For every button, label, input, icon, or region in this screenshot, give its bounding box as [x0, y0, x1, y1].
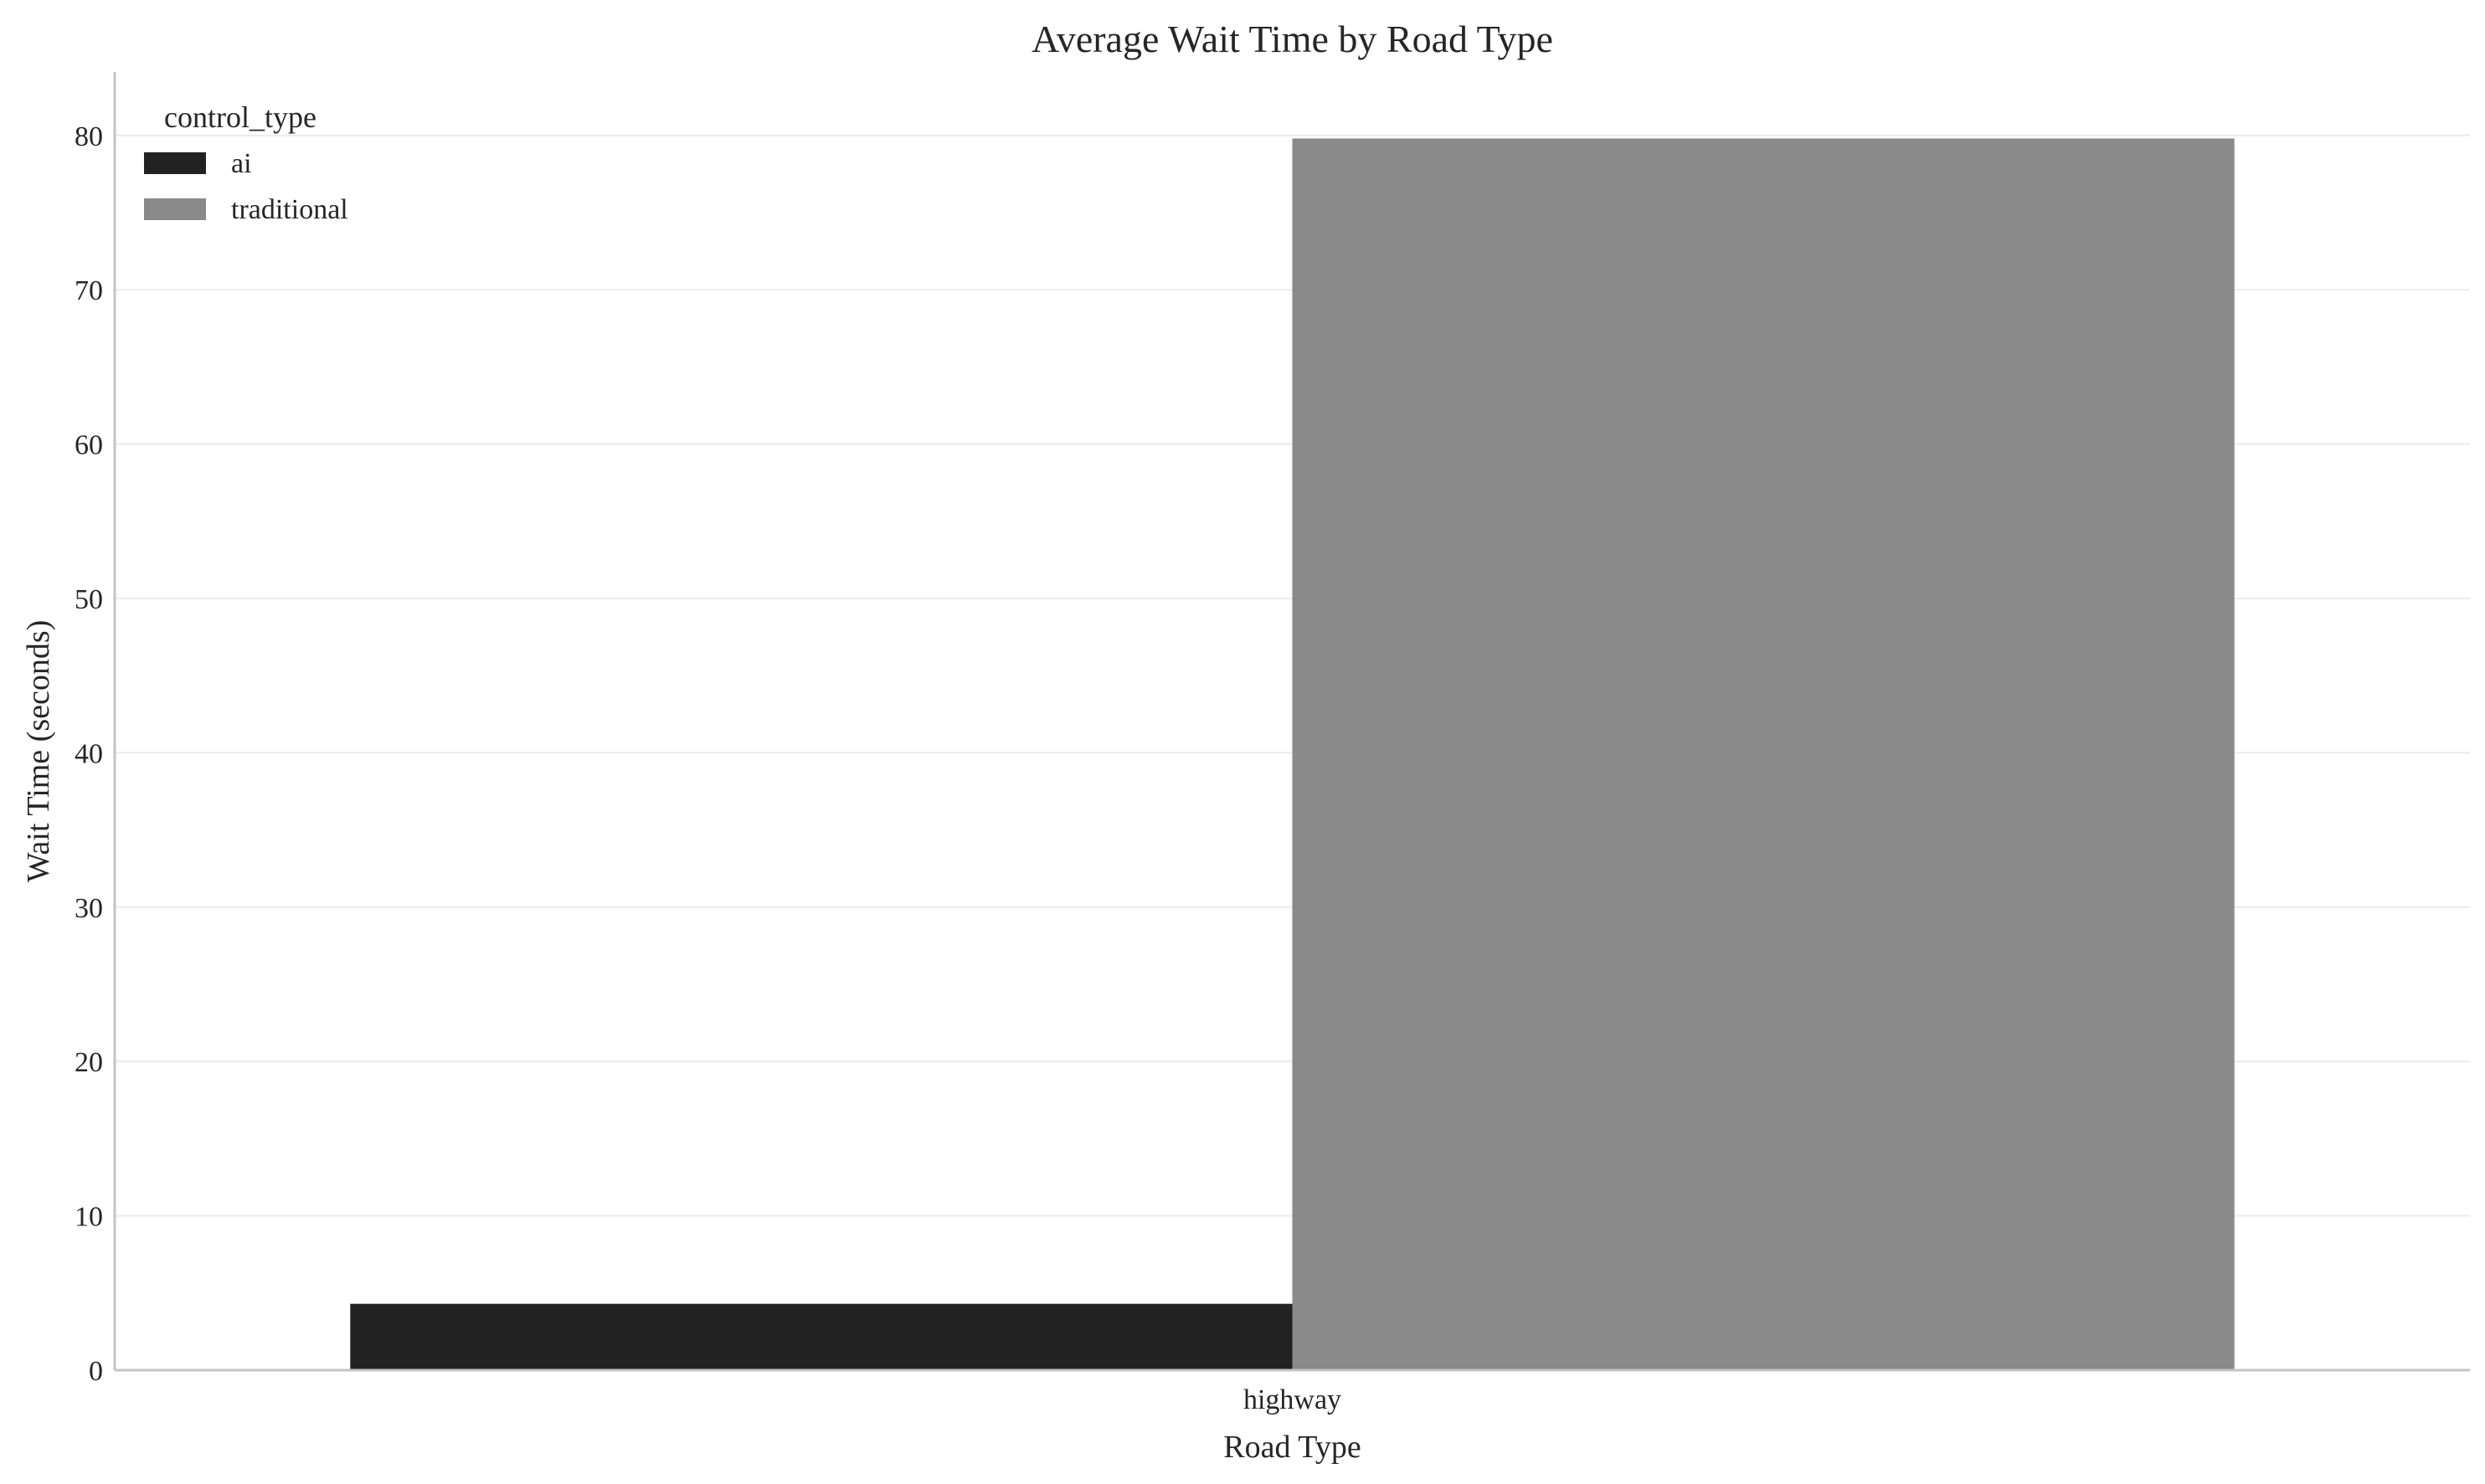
x-tick-labels: highway [1243, 1384, 1341, 1415]
legend-swatch-ai [144, 152, 206, 174]
y-tick-label: 70 [75, 275, 103, 306]
y-axis-label: Wait Time (seconds) [21, 620, 56, 883]
y-tick-label: 10 [75, 1202, 103, 1233]
legend: control_type ai traditional [144, 100, 348, 225]
y-tick-labels: 0 10 20 30 40 50 60 70 80 [75, 121, 103, 1387]
bars [350, 138, 2235, 1371]
legend-swatch-traditional [144, 198, 206, 220]
y-tick-label: 60 [75, 430, 103, 461]
legend-items: ai traditional [144, 148, 348, 225]
axes [113, 72, 2470, 1372]
x-axis-label: Road Type [1223, 1430, 1361, 1465]
x-tick-label: highway [1243, 1384, 1341, 1415]
y-tick-label: 20 [75, 1047, 103, 1078]
y-tick-label: 30 [75, 893, 103, 924]
legend-label-traditional: traditional [231, 194, 348, 225]
y-tick-label: 50 [75, 584, 103, 615]
y-tick-label: 80 [75, 121, 103, 152]
bar-ai-highway [350, 1303, 1293, 1370]
legend-title: control_type [164, 100, 316, 134]
y-tick-label: 40 [75, 738, 103, 769]
bar-traditional-highway [1292, 138, 2235, 1371]
legend-label-ai: ai [231, 148, 252, 179]
y-tick-label: 0 [89, 1356, 103, 1387]
chart-title: Average Wait Time by Road Type [1032, 18, 1553, 60]
